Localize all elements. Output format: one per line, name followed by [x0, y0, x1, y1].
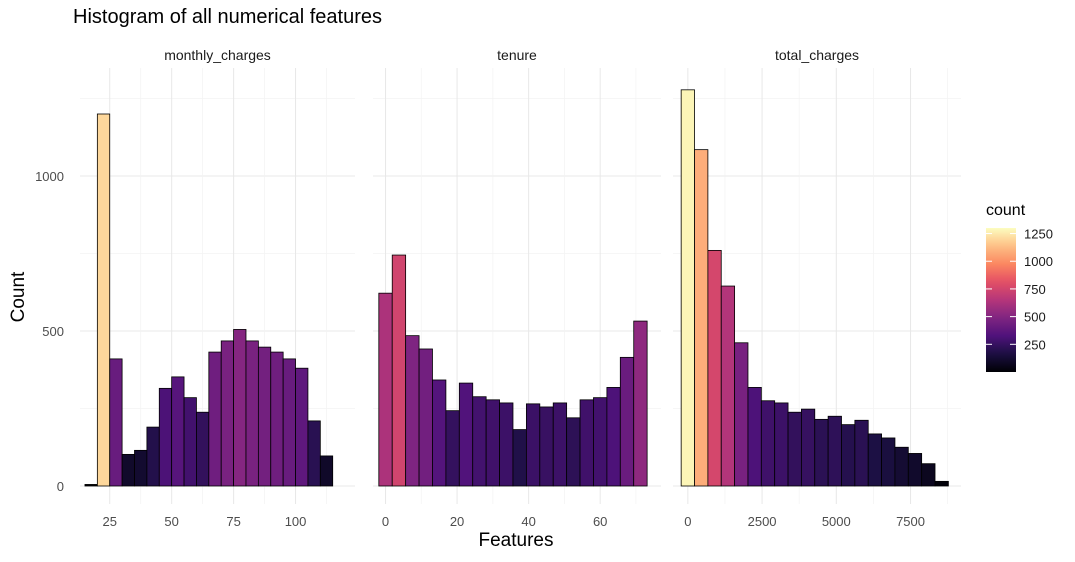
bar-tenure-7: [472, 396, 487, 487]
bar-monthly_charges-0: [84, 484, 98, 487]
legend-tick-label-0: 1250: [1024, 227, 1053, 242]
bar-tenure-15: [579, 399, 594, 487]
bar-tenure-11: [525, 403, 541, 487]
x-axis-label: Features: [478, 530, 554, 551]
y-axis-label-wrap: Count: [5, 272, 35, 323]
bar-monthly_charges-16: [282, 358, 296, 487]
bar-monthly_charges-6: [158, 387, 173, 487]
facet-title-monthly-charges: monthly_charges: [164, 47, 271, 63]
bar-monthly_charges-14: [257, 346, 272, 487]
bar-tenure-12: [539, 406, 554, 487]
bar-tenure-18: [619, 356, 635, 487]
bar-total_charges-5: [747, 387, 762, 487]
facet-title-tenure: tenure: [497, 47, 537, 63]
bar-monthly_charges-18: [307, 420, 321, 487]
bar-total_charges-17: [907, 453, 923, 487]
legend-tick-label-2: 750: [1024, 282, 1046, 297]
bar-monthly_charges-7: [171, 376, 185, 487]
bar-monthly_charges-12: [233, 329, 247, 487]
bar-monthly_charges-5: [146, 426, 160, 487]
bar-tenure-16: [593, 397, 608, 487]
bar-total_charges-16: [894, 446, 909, 487]
bar-monthly_charges-19: [319, 455, 334, 487]
y-axis-label: Count: [8, 271, 29, 323]
bar-tenure-2: [405, 335, 420, 487]
bar-total_charges-0: [680, 89, 695, 487]
x-tick-label-monthly_charges-2: 75: [226, 514, 240, 529]
legend-colorbar: [986, 228, 1016, 372]
bar-tenure-1: [391, 254, 407, 487]
x-tick-label-monthly_charges-0: 25: [102, 514, 116, 529]
bar-tenure-0: [378, 292, 393, 487]
bar-monthly_charges-4: [134, 449, 148, 487]
bar-total_charges-9: [801, 408, 816, 487]
bar-tenure-17: [606, 387, 621, 487]
bar-monthly_charges-3: [121, 453, 135, 487]
bar-monthly_charges-15: [270, 351, 284, 487]
bar-total_charges-12: [841, 424, 856, 487]
x-tick-label-tenure-1: 20: [450, 514, 464, 529]
x-tick-label-tenure-0: 0: [382, 514, 389, 529]
bar-monthly_charges-13: [245, 340, 259, 487]
bar-total_charges-2: [707, 249, 722, 487]
bar-tenure-4: [432, 379, 447, 487]
legend-tick-label-3: 500: [1024, 310, 1046, 325]
bar-monthly_charges-9: [196, 411, 210, 487]
bar-tenure-5: [445, 410, 460, 487]
bar-total_charges-4: [734, 342, 749, 487]
bar-total_charges-1: [694, 149, 709, 487]
chart-title: Histogram of all numerical features: [73, 6, 383, 28]
bar-total_charges-7: [774, 402, 789, 487]
bar-tenure-13: [552, 402, 568, 487]
bar-total_charges-3: [720, 285, 736, 487]
bar-tenure-6: [458, 382, 474, 487]
bar-total_charges-19: [934, 480, 949, 487]
x-tick-label-tenure-2: 40: [521, 514, 535, 529]
x-tick-label-total_charges-1: 2500: [748, 514, 777, 529]
x-tick-label-monthly_charges-3: 100: [285, 514, 307, 529]
x-tick-label-tenure-3: 60: [593, 514, 607, 529]
x-tick-label-total_charges-0: 0: [684, 514, 691, 529]
y-tick-label-2: 1000: [35, 169, 64, 184]
bar-monthly_charges-17: [295, 367, 309, 487]
bar-tenure-14: [566, 417, 581, 487]
bar-tenure-9: [499, 402, 514, 487]
bar-tenure-10: [512, 429, 527, 487]
bar-total_charges-11: [827, 415, 842, 487]
bar-tenure-19: [633, 320, 648, 487]
bar-total_charges-6: [760, 400, 776, 487]
bar-tenure-3: [418, 348, 433, 487]
bar-total_charges-13: [854, 419, 869, 487]
legend-title: count: [986, 202, 1026, 219]
facet-title-total-charges: total_charges: [774, 47, 860, 63]
bar-monthly_charges-8: [183, 397, 197, 487]
y-tick-label-1: 500: [42, 324, 64, 339]
bar-total_charges-8: [787, 411, 802, 487]
bar-tenure-8: [485, 399, 500, 487]
x-tick-label-total_charges-3: 7500: [896, 514, 925, 529]
bar-monthly_charges-10: [208, 351, 222, 487]
bar-monthly_charges-11: [220, 340, 235, 487]
bar-monthly_charges-2: [109, 358, 123, 487]
bar-total_charges-15: [881, 437, 896, 487]
bar-monthly_charges-1: [96, 113, 111, 487]
y-tick-label-0: 0: [57, 479, 64, 494]
bar-total_charges-18: [921, 463, 936, 487]
legend-tick-label-1: 1000: [1024, 254, 1053, 269]
x-tick-label-monthly_charges-1: 50: [164, 514, 178, 529]
bar-total_charges-14: [867, 433, 882, 487]
legend-tick-label-4: 250: [1024, 337, 1046, 352]
bar-total_charges-10: [814, 418, 829, 487]
x-tick-label-total_charges-2: 5000: [822, 514, 851, 529]
